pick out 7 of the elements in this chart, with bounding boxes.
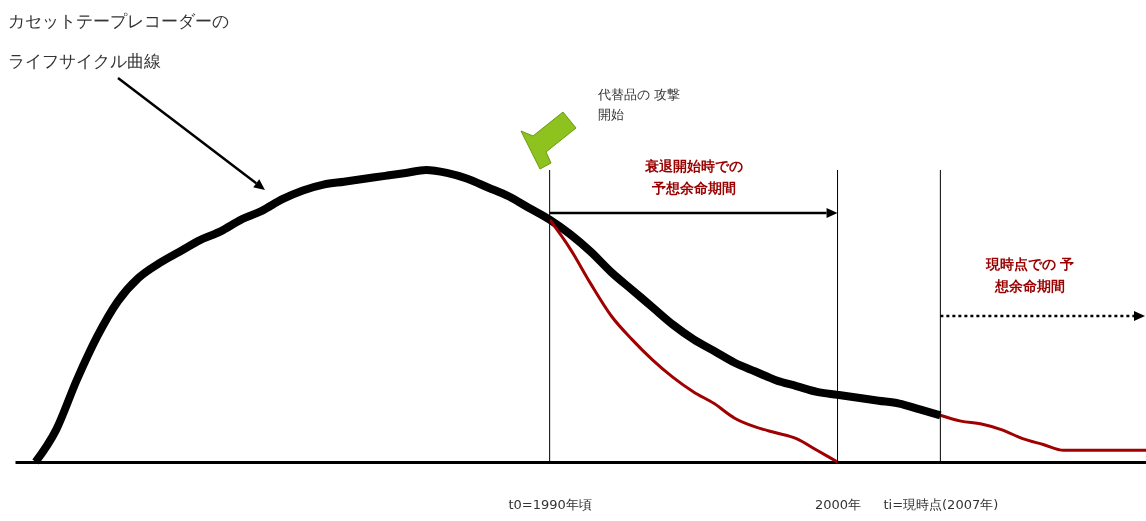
x-tick-label: 2000年	[815, 496, 862, 512]
x-tick-label: ti=現時点(2007年)	[883, 496, 999, 512]
text: 代替品の 攻撃開始	[597, 87, 681, 122]
x-tick-label: t0=1990年頃	[508, 496, 592, 512]
annotation: 現時点での 予想余命期間	[984, 256, 1075, 294]
chart-title: カセットテープレコーダーのライフサイクル曲線	[8, 11, 229, 71]
annotation: 衰退開始時での予想余命期間	[643, 158, 743, 196]
